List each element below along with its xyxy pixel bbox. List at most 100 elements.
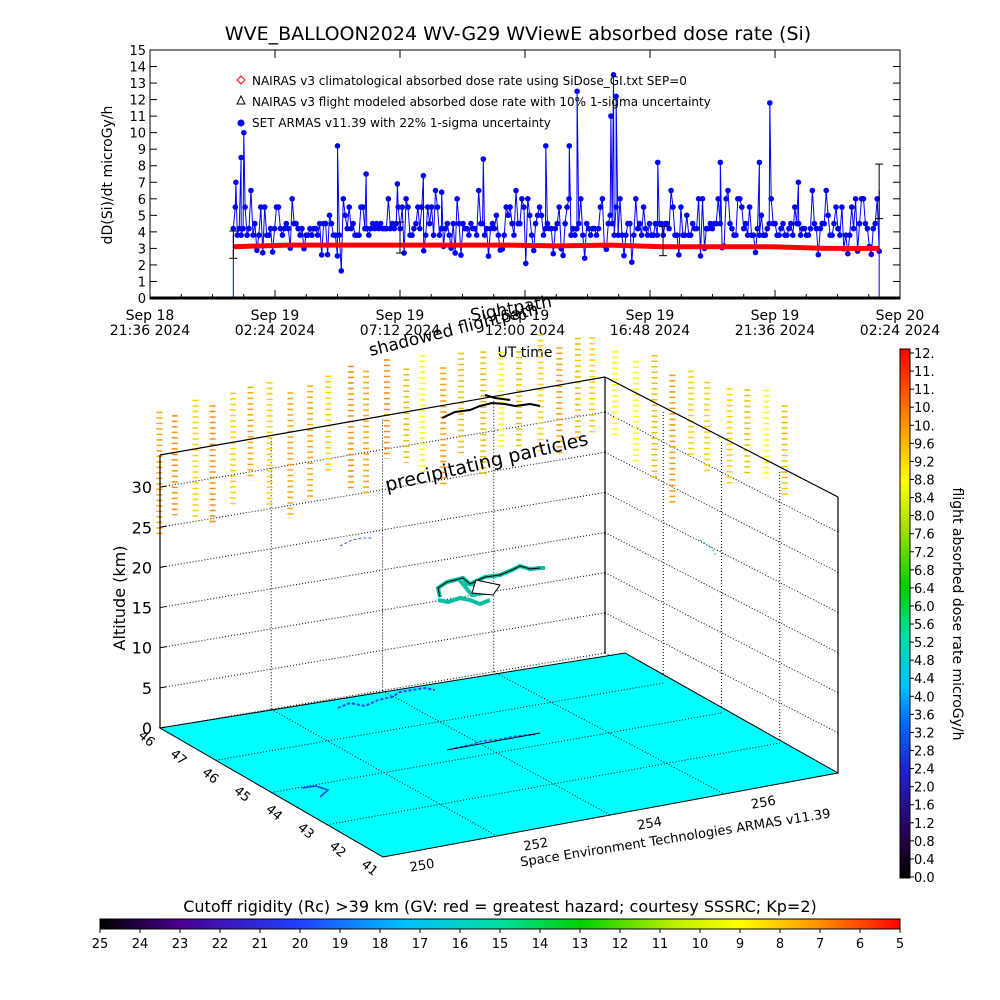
nairas-climatological-line <box>233 242 880 251</box>
lat-tick-label: 45 <box>231 784 253 806</box>
y-tick-label: 3 <box>138 242 146 257</box>
armas-point <box>780 220 786 227</box>
rc-tick-label: 22 <box>212 937 229 952</box>
armas-point <box>658 220 665 227</box>
armas-point <box>576 220 582 227</box>
armas-point <box>375 225 382 232</box>
armas-point <box>739 204 745 210</box>
armas-point <box>366 232 372 238</box>
armas-point <box>809 187 816 194</box>
armas-point <box>619 232 625 238</box>
dose-tick-label: 7.2 <box>914 546 935 561</box>
ground-shadow-track <box>337 686 436 709</box>
armas-point <box>572 232 578 238</box>
armas-point <box>267 225 274 232</box>
y-tick-label: 7 <box>138 176 146 191</box>
armas-point <box>758 212 765 219</box>
armas-point <box>621 252 627 259</box>
armas-point <box>715 196 721 202</box>
armas-point <box>713 220 719 227</box>
armas-point <box>244 232 250 238</box>
x-tick-label-date: Sep 19 <box>251 308 300 324</box>
armas-point <box>872 220 878 227</box>
armas-point <box>817 225 824 232</box>
rc-tick-label: 24 <box>132 937 149 952</box>
armas-point <box>394 181 401 187</box>
rc-tick-label: 8 <box>776 937 784 952</box>
armas-point <box>717 220 723 227</box>
armas-point <box>475 187 482 194</box>
z-axis-label: Altitude (km) <box>110 546 129 651</box>
longitude-axis: 250 252 254 256 <box>409 794 777 876</box>
x-tick-label-date: Sep 18 <box>126 308 175 324</box>
z-tick-label: 0 <box>142 719 152 738</box>
armas-point <box>752 249 759 256</box>
armas-point <box>725 187 731 194</box>
armas-point <box>750 232 757 238</box>
armas-point <box>846 232 853 238</box>
armas-point <box>784 232 790 238</box>
armas-point <box>655 159 661 166</box>
lon-tick-label: 254 <box>636 815 663 834</box>
armas-point <box>346 204 353 210</box>
dose-colorbar-ticks: 0.0 0.4 0.8 1.2 1.6 2.0 2.4 2.8 3.2 3.6 4.0 4.4 4.8 5… <box>910 347 935 886</box>
dose-tick-label: 2.0 <box>914 781 935 796</box>
armas-point <box>525 196 531 202</box>
armas-point <box>480 156 487 162</box>
armas-point <box>874 196 880 202</box>
armas-point <box>574 88 580 95</box>
armas-point <box>521 204 527 210</box>
armas-point <box>603 246 610 253</box>
armas-point <box>583 220 590 227</box>
ground-ref-line <box>446 732 541 751</box>
legend-diamond-icon <box>236 75 246 85</box>
armas-point <box>534 212 541 219</box>
armas-point <box>608 113 614 119</box>
armas-point <box>322 220 329 227</box>
dose-tick-label: 0.4 <box>914 853 935 868</box>
armas-point <box>383 225 390 232</box>
left-wall-gridline <box>159 572 606 649</box>
armas-point <box>420 172 427 179</box>
armas-point <box>526 212 533 219</box>
y-tick-label: 15 <box>129 44 146 59</box>
z-tick <box>159 485 167 488</box>
legend-entry-0: NAIRAS v3 climatological absorbed dose r… <box>252 74 687 88</box>
armas-point <box>652 220 659 227</box>
armas-point <box>536 204 543 210</box>
armas-point <box>505 212 512 219</box>
dose-tick-label: 8.8 <box>914 473 935 488</box>
armas-point <box>646 220 653 227</box>
armas-point <box>835 225 841 232</box>
armas-point <box>650 232 657 238</box>
armas-point <box>664 220 670 227</box>
lon-tick-label: 256 <box>750 794 777 813</box>
legend-circle-icon <box>237 119 245 127</box>
armas-point <box>801 225 808 232</box>
armas-point <box>305 232 311 238</box>
armas-point <box>254 247 260 254</box>
armas-point <box>415 204 421 210</box>
armas-point <box>695 196 702 202</box>
x-tick-label-date: Sep 20 <box>876 308 925 324</box>
lat-tick-label: 42 <box>326 839 348 861</box>
x-tick-label-time: 16:48 2024 <box>610 323 691 339</box>
rc-tick-label: 7 <box>816 937 824 952</box>
rc-tick-label: 21 <box>252 937 269 952</box>
armas-point <box>678 204 684 210</box>
armas-point <box>595 225 602 232</box>
armas-point <box>689 220 696 227</box>
wall-shadow-track <box>339 537 372 547</box>
dose-tick-label: 1.6 <box>914 799 935 814</box>
armas-point <box>428 204 435 210</box>
armas-point <box>543 143 549 149</box>
dose-tick-label: 0.0 <box>914 871 935 886</box>
armas-point <box>581 255 588 261</box>
y-tick-label: 1 <box>138 275 146 290</box>
armas-point <box>493 212 500 219</box>
ground-shadow-track-2 <box>454 734 535 749</box>
armas-point <box>472 225 478 232</box>
armas-point <box>538 212 545 219</box>
rc-tick-label: 16 <box>452 937 469 952</box>
armas-point <box>768 196 774 202</box>
